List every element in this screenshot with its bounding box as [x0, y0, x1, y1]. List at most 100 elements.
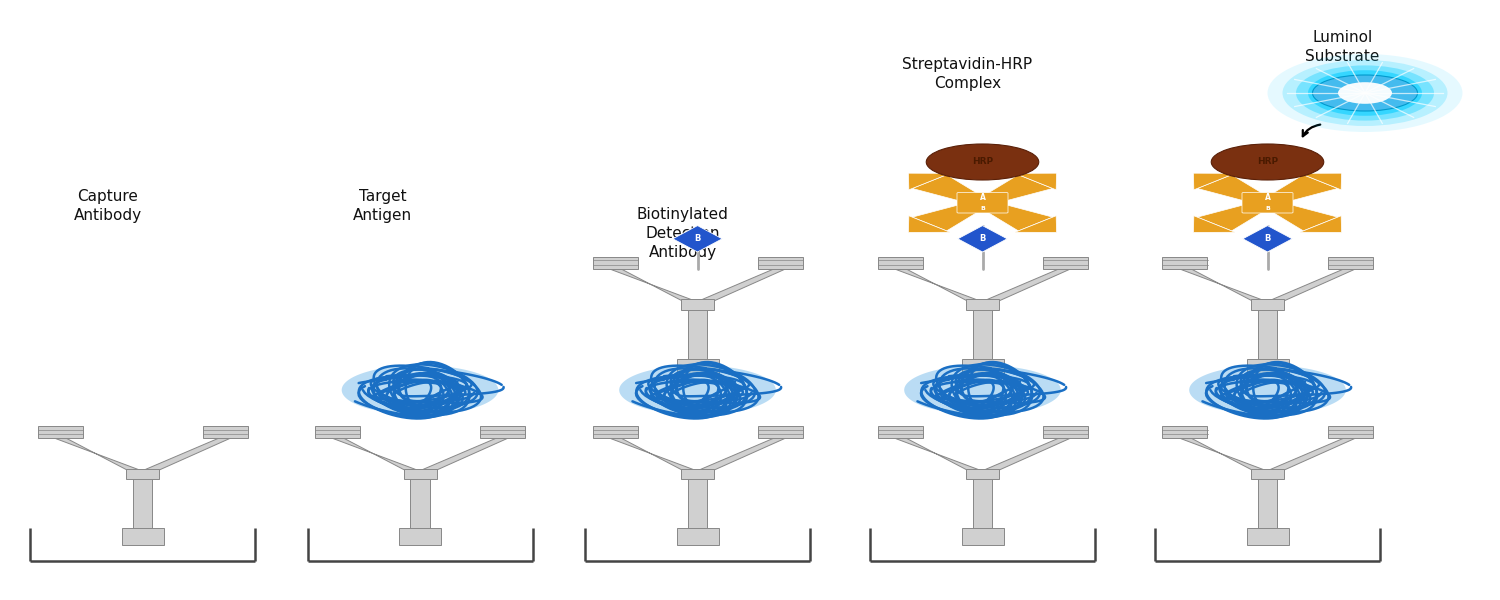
- Ellipse shape: [926, 144, 1038, 180]
- Bar: [315, 426, 360, 438]
- Polygon shape: [1016, 173, 1056, 190]
- Polygon shape: [1190, 365, 1346, 415]
- Bar: [1162, 257, 1208, 269]
- FancyBboxPatch shape: [962, 528, 1004, 545]
- Text: B: B: [980, 206, 986, 211]
- Bar: [592, 426, 638, 438]
- Bar: [974, 474, 993, 528]
- FancyBboxPatch shape: [1246, 359, 1288, 376]
- Circle shape: [1308, 70, 1422, 116]
- Polygon shape: [1194, 173, 1234, 190]
- Bar: [38, 426, 82, 438]
- FancyBboxPatch shape: [962, 359, 1004, 376]
- Polygon shape: [332, 438, 427, 474]
- Text: Capture
Antibody: Capture Antibody: [74, 189, 142, 223]
- Text: B: B: [980, 234, 986, 243]
- Circle shape: [1268, 54, 1462, 132]
- Polygon shape: [1197, 175, 1274, 205]
- FancyBboxPatch shape: [681, 299, 714, 310]
- Text: B: B: [694, 234, 700, 243]
- Polygon shape: [1194, 216, 1234, 232]
- Polygon shape: [1262, 175, 1338, 205]
- Text: A: A: [980, 193, 986, 202]
- Polygon shape: [912, 175, 989, 205]
- Text: Target
Antigen: Target Antigen: [352, 189, 413, 223]
- Polygon shape: [672, 226, 723, 252]
- Polygon shape: [1300, 173, 1341, 190]
- Bar: [758, 257, 802, 269]
- Polygon shape: [975, 438, 1071, 474]
- Polygon shape: [609, 438, 705, 474]
- FancyBboxPatch shape: [122, 528, 164, 545]
- FancyBboxPatch shape: [676, 359, 718, 376]
- Bar: [1257, 474, 1276, 528]
- Bar: [878, 426, 922, 438]
- Polygon shape: [976, 175, 1053, 205]
- Text: B: B: [1264, 206, 1270, 211]
- Text: A: A: [1264, 193, 1270, 202]
- Polygon shape: [620, 365, 776, 415]
- Ellipse shape: [1312, 75, 1418, 111]
- Polygon shape: [909, 216, 950, 232]
- Circle shape: [1282, 60, 1448, 126]
- Polygon shape: [894, 269, 990, 305]
- Bar: [1042, 257, 1088, 269]
- Text: HRP: HRP: [1257, 157, 1278, 166]
- FancyBboxPatch shape: [126, 469, 159, 479]
- Polygon shape: [958, 226, 1008, 252]
- Ellipse shape: [1212, 144, 1323, 180]
- Polygon shape: [976, 200, 1053, 231]
- Polygon shape: [1179, 269, 1275, 305]
- Polygon shape: [975, 269, 1071, 305]
- Circle shape: [1338, 82, 1392, 104]
- Bar: [1328, 426, 1372, 438]
- FancyBboxPatch shape: [399, 528, 441, 545]
- Bar: [1162, 426, 1208, 438]
- Polygon shape: [1242, 226, 1292, 252]
- Polygon shape: [1300, 216, 1341, 232]
- Bar: [1042, 426, 1088, 438]
- Text: HRP: HRP: [972, 157, 993, 166]
- Bar: [687, 305, 708, 359]
- Bar: [480, 426, 525, 438]
- Polygon shape: [342, 365, 498, 415]
- Polygon shape: [1260, 438, 1356, 474]
- Bar: [202, 426, 248, 438]
- Polygon shape: [135, 438, 231, 474]
- Bar: [592, 257, 638, 269]
- Circle shape: [1296, 65, 1434, 121]
- Polygon shape: [1197, 200, 1274, 231]
- Polygon shape: [1260, 269, 1356, 305]
- Polygon shape: [904, 365, 1060, 415]
- Bar: [974, 305, 993, 359]
- FancyBboxPatch shape: [681, 469, 714, 479]
- Text: Biotinylated
Detection
Antibody: Biotinylated Detection Antibody: [636, 207, 729, 260]
- Polygon shape: [54, 438, 150, 474]
- Polygon shape: [1262, 200, 1338, 231]
- Bar: [758, 426, 802, 438]
- FancyBboxPatch shape: [966, 469, 999, 479]
- Polygon shape: [1179, 438, 1275, 474]
- Polygon shape: [690, 438, 786, 474]
- FancyBboxPatch shape: [966, 299, 999, 310]
- Bar: [687, 474, 708, 528]
- FancyBboxPatch shape: [676, 528, 718, 545]
- Bar: [132, 474, 153, 528]
- Polygon shape: [413, 438, 509, 474]
- Polygon shape: [609, 269, 705, 305]
- Text: Streptavidin-HRP
Complex: Streptavidin-HRP Complex: [903, 57, 1032, 91]
- FancyBboxPatch shape: [1251, 469, 1284, 479]
- Text: B: B: [1264, 234, 1270, 243]
- Text: Luminol
Substrate: Luminol Substrate: [1305, 30, 1380, 64]
- FancyBboxPatch shape: [957, 193, 1008, 213]
- Polygon shape: [912, 200, 989, 231]
- FancyBboxPatch shape: [404, 469, 436, 479]
- Polygon shape: [1016, 216, 1056, 232]
- Polygon shape: [909, 173, 950, 190]
- FancyBboxPatch shape: [1242, 193, 1293, 213]
- Bar: [1257, 305, 1276, 359]
- Bar: [878, 257, 922, 269]
- Bar: [411, 474, 430, 528]
- FancyBboxPatch shape: [1246, 528, 1288, 545]
- FancyBboxPatch shape: [1251, 299, 1284, 310]
